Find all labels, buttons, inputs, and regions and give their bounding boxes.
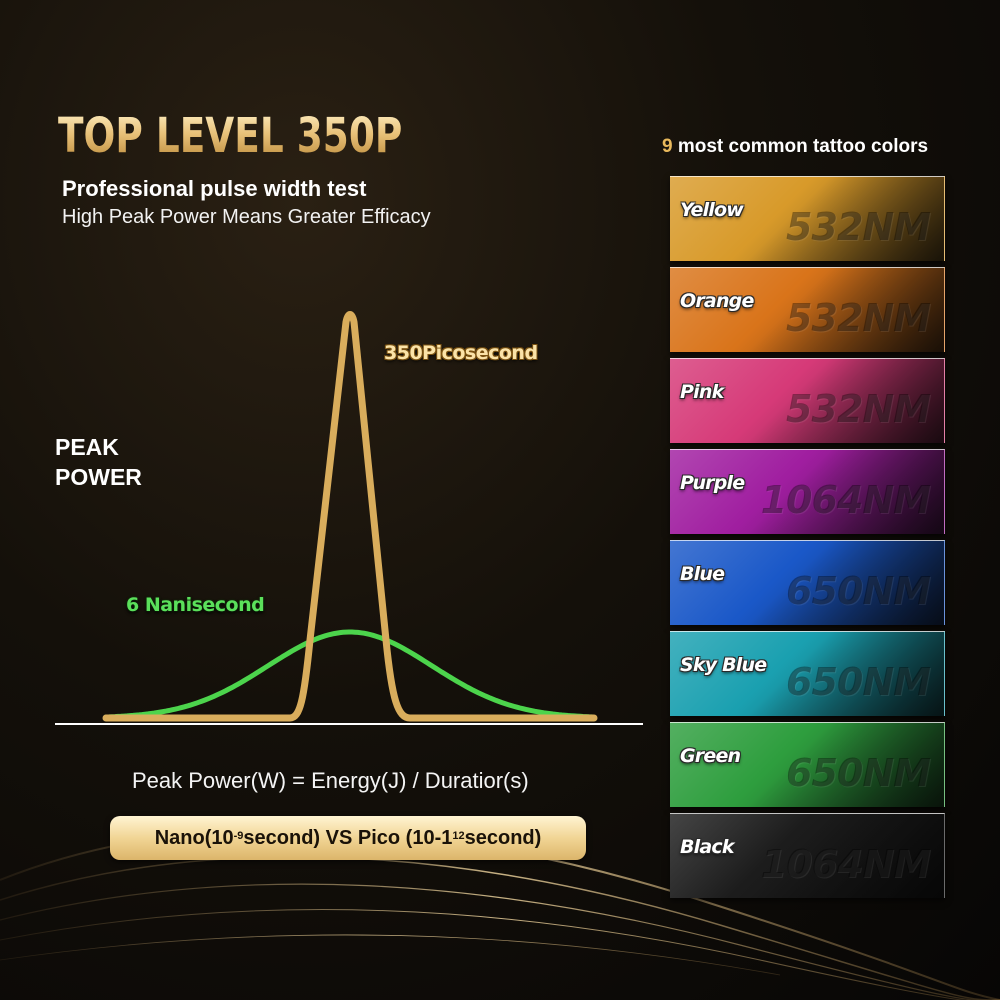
color-card-purple: Purple 1064NM <box>670 449 945 534</box>
colors-heading-count: 9 <box>662 136 673 157</box>
color-name: Blue <box>680 563 725 585</box>
series-label-picosecond: 350Picosecond <box>384 342 538 364</box>
color-name: Green <box>680 745 741 767</box>
color-wavelength: 650NM <box>786 569 931 613</box>
color-wavelength: 532NM <box>786 387 931 431</box>
compare-exp1: -9 <box>233 830 244 842</box>
nano-vs-pico-badge: Nano(10 -9 second) VS Pico (10-1 12 second… <box>110 816 586 860</box>
y-axis-label: PEAK POWER <box>55 432 142 492</box>
compare-part1: Nano(10 <box>154 826 234 849</box>
series-label-nanosecond: 6 Nanisecond <box>126 594 265 616</box>
color-card-sky-blue: Sky Blue 650NM <box>670 631 945 716</box>
color-name: Pink <box>680 381 724 403</box>
compare-part2: second) VS Pico (10-1 <box>243 826 453 849</box>
colors-heading-text: most common tattoo colors <box>672 136 929 157</box>
color-name: Purple <box>680 472 745 494</box>
color-wavelength: 1064NM <box>760 842 931 886</box>
color-wavelength: 532NM <box>786 296 931 340</box>
color-card-pink: Pink 532NM <box>670 358 945 443</box>
color-card-yellow: Yellow 532NM <box>670 176 945 261</box>
series-line-picosecond <box>102 311 598 722</box>
page-subtitle: Professional pulse width test <box>62 176 367 201</box>
page-title: TOP LEVEL 350P <box>58 108 403 164</box>
color-card-blue: Blue 650NM <box>670 540 945 625</box>
colors-heading: 9 most common tattoo colors <box>662 136 928 158</box>
color-wavelength: 1064NM <box>760 478 931 522</box>
color-card-black: Black 1064NM <box>670 813 945 898</box>
color-wavelength: 650NM <box>786 660 931 704</box>
peak-power-formula: Peak Power(W) = Energy(J) / Duratior(s) <box>132 768 529 793</box>
y-axis-label-line2: POWER <box>55 464 142 490</box>
color-name: Black <box>680 836 735 858</box>
color-card-green: Green 650NM <box>670 722 945 807</box>
color-name: Orange <box>680 290 754 312</box>
page-tagline: High Peak Power Means Greater Efficacy <box>62 206 431 228</box>
tattoo-color-list: Yellow 532NM Orange 532NM Pink 532NM Pur… <box>670 176 945 904</box>
color-name: Sky Blue <box>680 654 767 676</box>
color-name: Yellow <box>680 199 744 221</box>
y-axis-label-line1: PEAK <box>55 434 119 460</box>
color-card-orange: Orange 532NM <box>670 267 945 352</box>
compare-part3: second) <box>464 826 542 849</box>
compare-exp2: 12 <box>452 830 465 842</box>
series-line-nanosecond <box>103 629 595 720</box>
color-wavelength: 650NM <box>786 751 931 795</box>
color-wavelength: 532NM <box>786 205 931 249</box>
